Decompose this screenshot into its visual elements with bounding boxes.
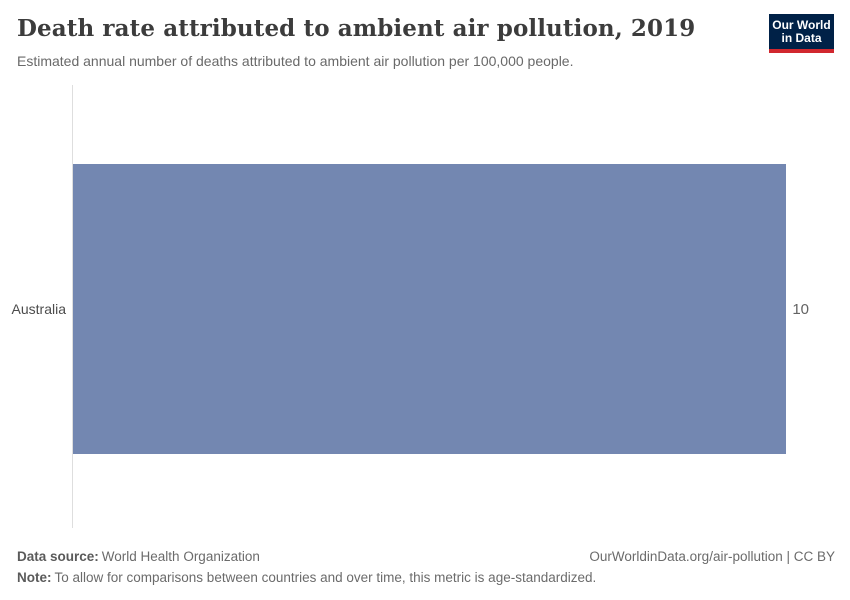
note-value: To allow for comparisons between countri… xyxy=(54,570,597,585)
plot-area: 10 xyxy=(73,85,809,528)
chart-subtitle: Estimated annual number of deaths attrib… xyxy=(17,53,574,69)
entity-label-australia[interactable]: Australia xyxy=(11,301,66,317)
owid-logo-line2: in Data xyxy=(781,31,822,45)
chart-title: Death rate attributed to ambient air pol… xyxy=(17,15,696,42)
license-link[interactable]: OurWorldinData.org/air-pollution | CC BY xyxy=(589,549,835,564)
bar-row: 10 xyxy=(73,164,809,454)
y-axis-line xyxy=(72,85,73,528)
data-source-label: Data source: xyxy=(17,549,99,564)
note-label: Note: xyxy=(17,570,52,585)
data-source-value: World Health Organization xyxy=(101,549,260,564)
owid-logo-line1: Our World xyxy=(772,18,831,32)
bar-value-label: 10 xyxy=(792,300,809,318)
data-source-line: Data source: World Health Organization xyxy=(17,548,260,565)
owid-logo[interactable]: Our World in Data xyxy=(769,14,834,53)
note-line: Note: To allow for comparisons between co… xyxy=(17,569,797,586)
bar-australia[interactable] xyxy=(73,164,787,454)
